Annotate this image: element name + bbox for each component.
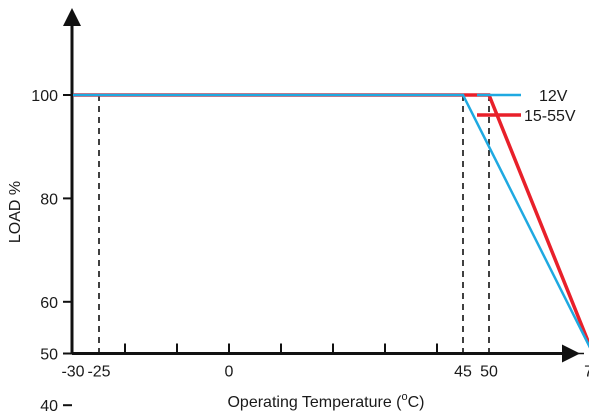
- legend-label-12V: 12V: [539, 88, 568, 105]
- x-axis-title-degree: o: [402, 391, 408, 403]
- x-tick-label--30: -30: [61, 364, 84, 381]
- y-tick-label-100: 100: [31, 88, 58, 105]
- x-axis-title: Operating Temperature (oC): [227, 391, 424, 411]
- y-tick-label-80: 80: [40, 191, 58, 208]
- x-tick-label-70: 70: [584, 364, 589, 381]
- series-line-15-55V: [73, 93, 589, 349]
- legend-label-15-55V: 15-55V: [524, 108, 576, 125]
- series-line-12V: [73, 93, 589, 349]
- x-axis-arrow: [562, 344, 580, 363]
- x-tick-label--25: -25: [87, 364, 110, 381]
- x-axis-title-main: Operating Temperature (: [227, 394, 402, 411]
- ticks: 40 50 60 80 100 -30-25 0 45 50 70: [31, 88, 589, 415]
- y-axis-title: LOAD %: [7, 181, 24, 243]
- x-axis-title-unit: C): [408, 394, 425, 411]
- reference-lines: [72, 95, 589, 355]
- legend: 12V 15-55V: [477, 88, 576, 125]
- series-layer: [73, 93, 589, 349]
- x-tick-label-50: 50: [480, 364, 498, 381]
- x-tick-label-45: 45: [454, 364, 472, 381]
- x-tick-label-0: 0: [225, 364, 234, 381]
- axes: [63, 8, 580, 363]
- y-tick-label-60: 60: [40, 295, 58, 312]
- y-axis-arrow: [63, 8, 81, 26]
- y-tick-label-50: 50: [40, 347, 58, 364]
- y-tick-label-40: 40: [40, 398, 58, 415]
